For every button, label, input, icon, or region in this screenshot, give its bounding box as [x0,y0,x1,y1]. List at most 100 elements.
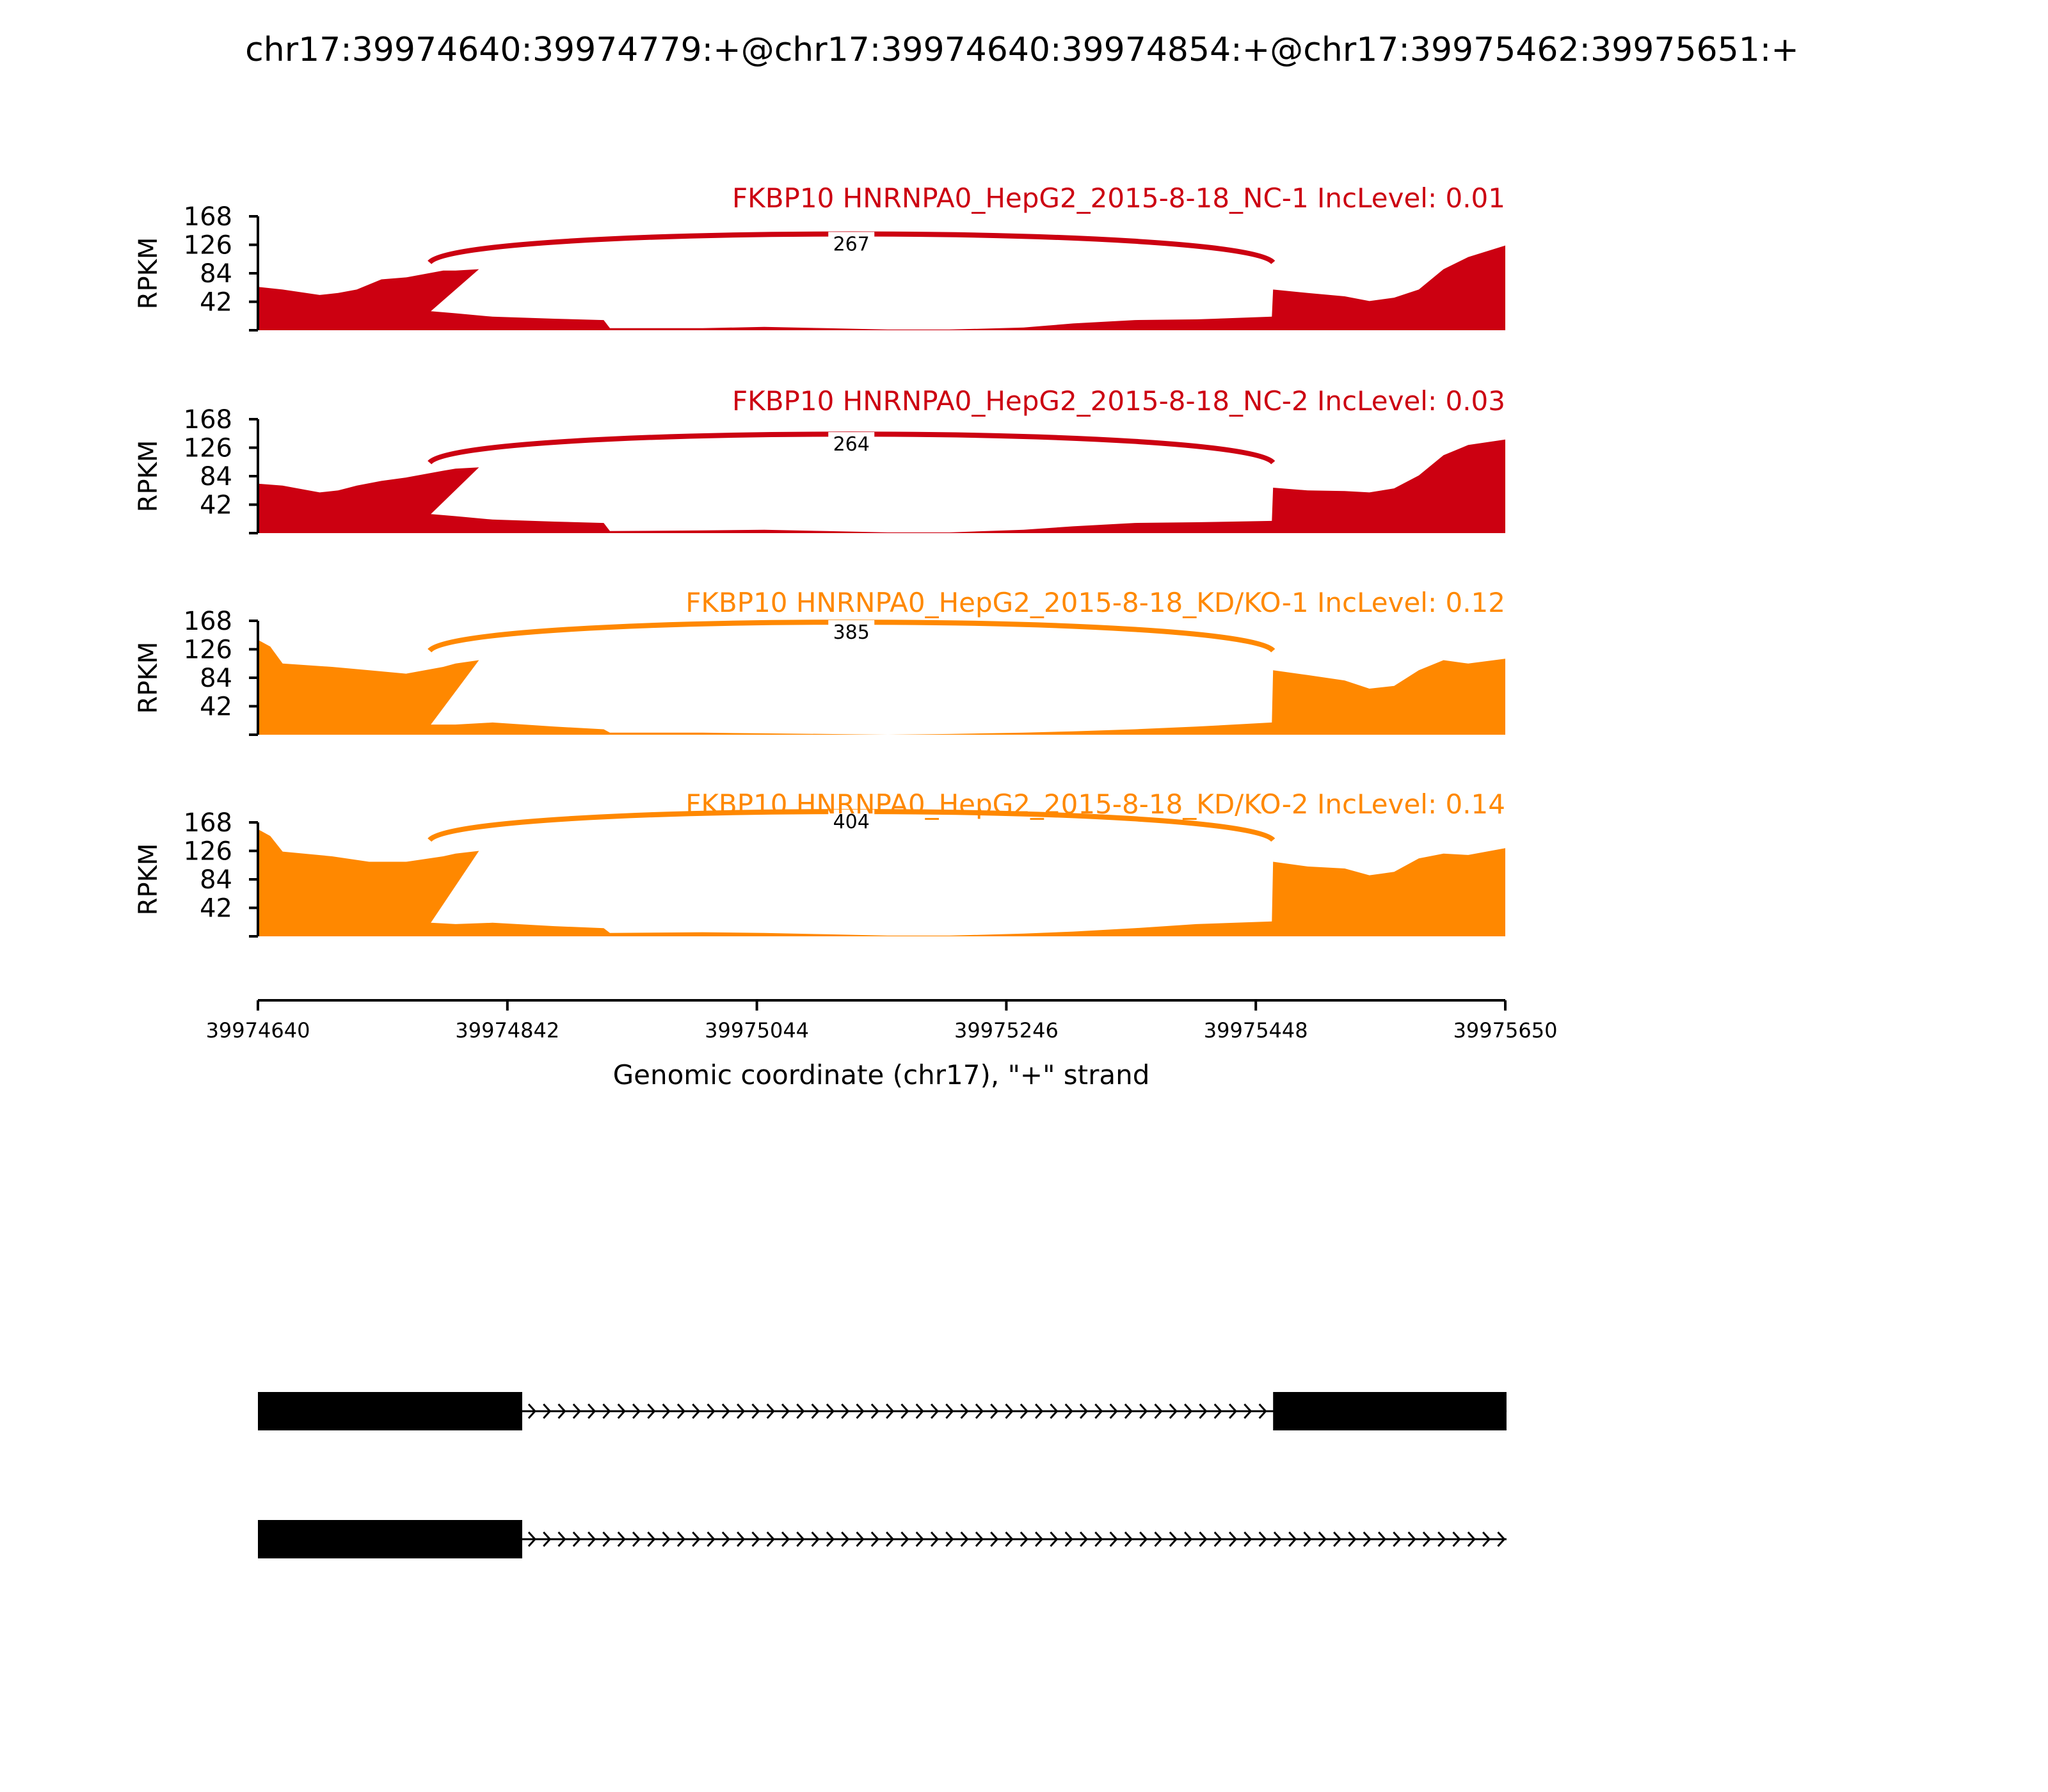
strand-arrow [1079,1531,1089,1548]
strand-arrow [975,1403,984,1420]
strand-arrow [721,1403,730,1420]
strand-arrow [1124,1403,1133,1420]
track-title: FKBP10 HNRNPA0_HepG2_2015-8-18_KD/KO-1 I… [685,587,1505,618]
strand-arrow [1005,1531,1014,1548]
junction-count-box [828,232,875,255]
strand-arrow [781,1403,790,1420]
x-tick-label: 39975650 [1453,1018,1558,1043]
junction-count-box [828,432,875,456]
strand-arrow [588,1531,596,1548]
strand-arrow [1020,1531,1028,1548]
strand-arrow [602,1531,611,1548]
strand-arrow [1199,1403,1208,1420]
y-tick-label: 126 [184,837,232,867]
strand-arrow [841,1403,850,1420]
strand-arrow [1169,1403,1178,1420]
y-tick-label: 126 [184,636,232,665]
coverage-area [258,439,1505,533]
x-tick-label: 39974842 [455,1018,559,1043]
strand-arrow [915,1531,924,1548]
strand-arrow [662,1403,671,1420]
strand-arrow [1005,1403,1014,1420]
strand-arrow [870,1403,879,1420]
strand-arrow [900,1403,909,1420]
y-tick-label: 126 [184,231,232,260]
strand-arrow [692,1403,701,1420]
y-tick-label: 84 [200,462,232,492]
y-tick-label: 84 [200,664,232,693]
strand-arrow [1273,1531,1282,1548]
strand-arrow [1497,1531,1506,1548]
strand-arrow [930,1403,940,1420]
track-title: FKBP10 HNRNPA0_HepG2_2015-8-18_NC-1 IncL… [732,182,1505,214]
strand-arrow [676,1531,685,1548]
strand-arrow [1154,1403,1163,1420]
strand-arrow [662,1531,671,1548]
strand-arrow [602,1403,611,1420]
strand-arrow [1154,1531,1163,1548]
strand-arrow [1318,1531,1327,1548]
strand-arrow [886,1403,895,1420]
strand-arrow [1213,1403,1222,1420]
strand-arrow [751,1403,760,1420]
exon-block [258,1520,522,1558]
x-tick-label: 39975246 [954,1018,1059,1043]
track-title: FKBP10 HNRNPA0_HepG2_2015-8-18_NC-2 IncL… [732,385,1505,417]
strand-arrow [1094,1531,1103,1548]
strand-arrow [1050,1403,1059,1420]
strand-arrow [1035,1531,1044,1548]
strand-arrow [990,1403,999,1420]
strand-arrow [1079,1403,1089,1420]
strand-arrow [1109,1531,1118,1548]
strand-arrow [826,1403,835,1420]
strand-arrow [1228,1403,1238,1420]
strand-arrow [1422,1531,1431,1548]
strand-arrow [930,1531,940,1548]
strand-arrow [886,1531,895,1548]
strand-arrow [1169,1531,1178,1548]
strand-arrow [945,1531,954,1548]
strand-arrow [811,1531,820,1548]
strand-arrow [900,1531,909,1548]
strand-arrow [1228,1531,1238,1548]
strand-arrow [1407,1531,1416,1548]
strand-arrow [617,1403,626,1420]
strand-arrow [572,1403,581,1420]
strand-arrow [557,1531,566,1548]
strand-arrow [1109,1403,1118,1420]
strand-arrow [1213,1531,1222,1548]
x-axis-label: Genomic coordinate (chr17), "+" strand [613,1059,1150,1091]
strand-arrow [1348,1531,1357,1548]
strand-arrow [1467,1531,1476,1548]
junction-count-box [828,620,875,643]
junction-count-box [828,809,875,833]
strand-arrow [796,1403,805,1420]
coverage-area [258,639,1505,735]
strand-arrow [781,1531,790,1548]
strand-arrow [1333,1531,1342,1548]
x-axis: 39974640 39974842 39975044 39975246 39975448… [206,999,1558,1043]
strand-arrow [1050,1531,1059,1548]
y-tick-label: 168 [184,607,232,636]
coverage-area [258,245,1505,330]
strand-arrow [1064,1531,1073,1548]
strand-arrow [737,1403,746,1420]
strand-arrow [632,1403,641,1420]
strand-arrow [1139,1531,1148,1548]
strand-arrow [647,1403,656,1420]
strand-arrow [990,1531,999,1548]
strand-arrow [766,1531,775,1548]
strand-arrow [572,1531,581,1548]
strand-arrow [960,1403,969,1420]
strand-arrow [796,1531,805,1548]
strand-arrow [1094,1403,1103,1420]
junction-count: 267 [833,233,870,255]
x-tick-label: 39974640 [206,1018,310,1043]
strand-arrow [960,1531,969,1548]
strand-arrow [856,1403,865,1420]
strand-arrow [676,1403,685,1420]
strand-arrow [617,1531,626,1548]
